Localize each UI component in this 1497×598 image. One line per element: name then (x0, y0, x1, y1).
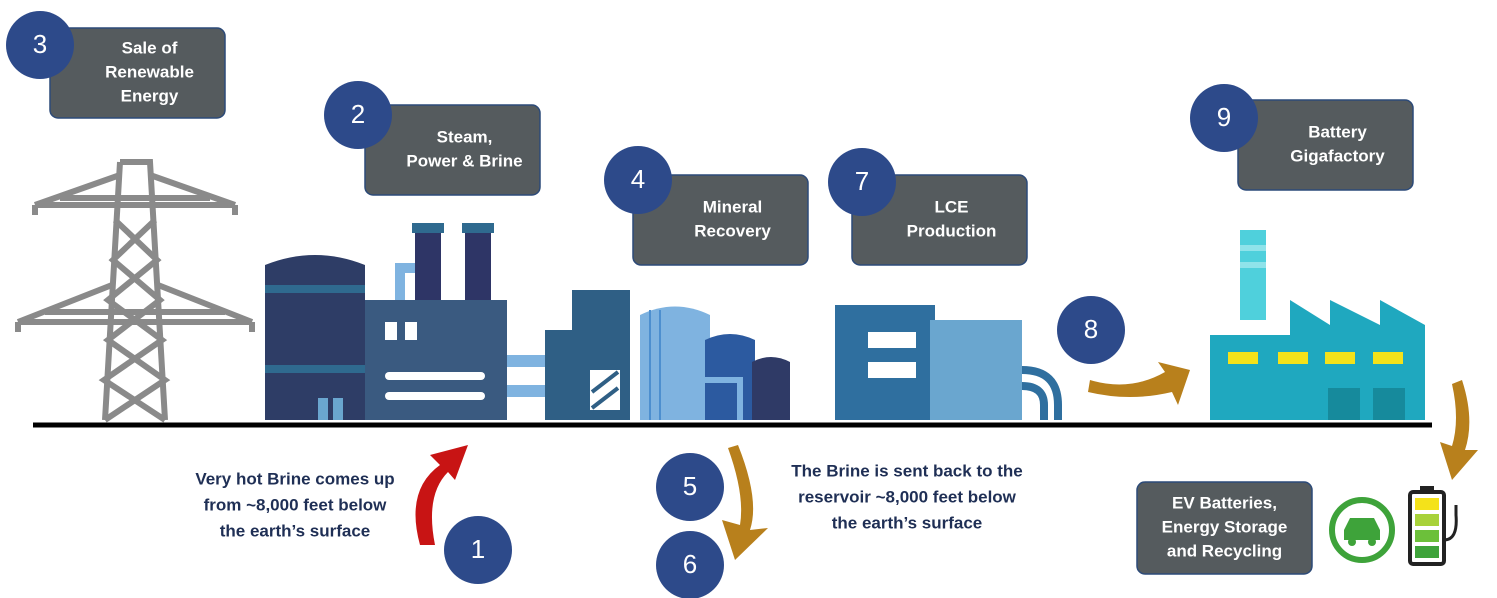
down-arrow (722, 445, 768, 560)
note-text: The Brine is sent back to the (791, 461, 1022, 480)
step-number: 6 (683, 549, 697, 579)
label-text: Power & Brine (406, 151, 522, 170)
gigafactory (1210, 230, 1425, 420)
step-number: 2 (351, 99, 365, 129)
labels: Sale of Renewable Energy Steam, Power & Brin… (6, 11, 1413, 598)
step-number: 1 (471, 534, 485, 564)
label-text: LCE (935, 197, 969, 216)
diagram: Sale of Renewable Energy Steam, Power & Brin… (0, 0, 1497, 598)
label-text: Energy Storage (1162, 517, 1288, 536)
battery-icon (1410, 486, 1456, 564)
down-arrow (1440, 380, 1478, 480)
right-arrow (1088, 362, 1190, 405)
label-text: Gigafactory (1290, 146, 1385, 165)
note-text: reservoir ~8,000 feet below (798, 487, 1017, 506)
label-text: Recovery (694, 221, 771, 240)
lce-plant (835, 305, 1058, 420)
note-text: from ~8,000 feet below (204, 495, 388, 514)
step-number: 8 (1084, 314, 1098, 344)
label-text: Production (907, 221, 997, 240)
label-text: Steam, (437, 127, 493, 146)
label-text: Energy (121, 86, 179, 105)
label-text: Mineral (703, 197, 763, 216)
note-text: Very hot Brine comes up (195, 469, 394, 488)
label-text: Battery (1308, 122, 1367, 141)
step-number: 4 (631, 164, 645, 194)
note-text: the earth’s surface (832, 513, 983, 532)
step-number: 9 (1217, 102, 1231, 132)
power-tower (18, 162, 252, 420)
label-text: and Recycling (1167, 541, 1282, 560)
label-text: Renewable (105, 62, 194, 81)
step-number: 5 (683, 471, 697, 501)
mineral-plant (545, 290, 790, 420)
note-text: the earth’s surface (220, 521, 371, 540)
power-plant (265, 223, 545, 420)
ev-icon (1332, 500, 1392, 560)
label-text: EV Batteries, (1172, 493, 1277, 512)
step-number: 3 (33, 29, 47, 59)
step-number: 7 (855, 166, 869, 196)
label-text: Sale of (122, 38, 178, 57)
label-box (1238, 100, 1413, 190)
